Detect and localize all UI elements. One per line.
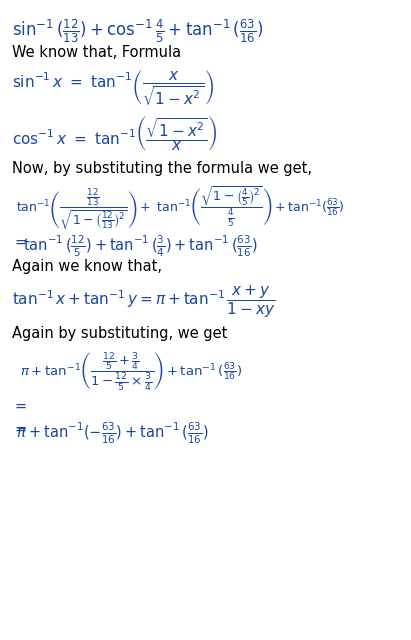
Text: We know that, Formula: We know that, Formula — [12, 45, 181, 60]
Text: $\tan^{-1}(\frac{12}{5})+\tan^{-1}(\frac{3}{4})+\tan^{-1}(\frac{63}{16})$: $\tan^{-1}(\frac{12}{5})+\tan^{-1}(\frac… — [23, 234, 258, 259]
Text: $=$: $=$ — [12, 234, 28, 248]
Text: $\sin^{-1} x\ =\ \tan^{-1}\!\left(\dfrac{x}{\sqrt{1-x^2}}\right)$: $\sin^{-1} x\ =\ \tan^{-1}\!\left(\dfrac… — [12, 68, 214, 108]
Text: $\cos^{-1} x\ =\ \tan^{-1}\!\left(\dfrac{\sqrt{1-x^2}}{x}\right)$: $\cos^{-1} x\ =\ \tan^{-1}\!\left(\dfrac… — [12, 114, 218, 153]
Text: $=$: $=$ — [12, 421, 28, 436]
Text: $\ \pi+\tan^{-1}\!(-\frac{63}{16})+\tan^{-1}(\frac{63}{16})$: $\ \pi+\tan^{-1}\!(-\frac{63}{16})+\tan^… — [12, 421, 209, 447]
Text: $\ \pi+\tan^{-1}\!\left(\dfrac{\frac{12}{5}+\frac{3}{4}}{1-\frac{12}{5}\times\fr: $\ \pi+\tan^{-1}\!\left(\dfrac{\frac{12}… — [16, 351, 243, 393]
Text: Again we know that,: Again we know that, — [12, 259, 162, 273]
Text: $=$: $=$ — [12, 398, 28, 413]
Text: $\tan^{-1} x + \tan^{-1} y = \pi + \tan^{-1}\dfrac{x+y}{1-xy}$: $\tan^{-1} x + \tan^{-1} y = \pi + \tan^… — [12, 283, 276, 319]
Text: $\sin^{-1}(\frac{12}{13}) + \cos^{-1}\frac{4}{5} + \tan^{-1}(\frac{63}{16})$: $\sin^{-1}(\frac{12}{13}) + \cos^{-1}\fr… — [12, 18, 263, 45]
Text: $\ \tan^{-1}\!\left(\dfrac{\frac{12}{13}}{\sqrt{1-\left(\frac{12}{13}\right)^{\!: $\ \tan^{-1}\!\left(\dfrac{\frac{12}{13}… — [12, 184, 345, 232]
Text: Now, by substituting the formula we get,: Now, by substituting the formula we get, — [12, 161, 312, 176]
Text: Again by substituting, we get: Again by substituting, we get — [12, 326, 228, 341]
